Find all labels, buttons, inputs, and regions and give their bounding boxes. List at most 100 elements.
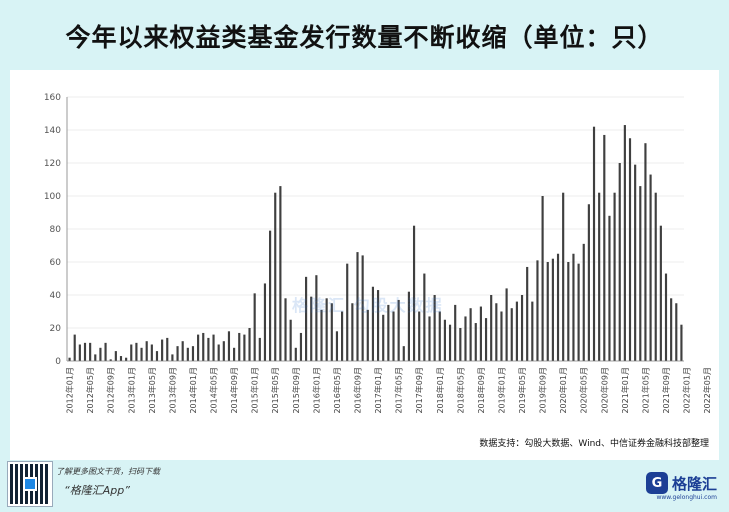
bar — [202, 332, 205, 361]
bar — [227, 331, 231, 361]
bar — [572, 253, 575, 361]
bar — [361, 255, 364, 361]
bar — [325, 298, 328, 361]
bar — [274, 192, 277, 361]
bar — [89, 342, 92, 361]
bar — [387, 304, 390, 361]
x-tick-label: 2013年01月 — [126, 367, 136, 414]
x-tick-label: 2015年05月 — [270, 367, 280, 414]
x-tick-label: 2016年01月 — [311, 367, 321, 414]
x-tick-label: 2012年05月 — [85, 367, 95, 414]
bar — [289, 319, 292, 361]
x-tick-label: 2018年09月 — [476, 367, 486, 414]
qr-code-icon[interactable] — [8, 462, 52, 506]
bar — [505, 288, 508, 361]
x-tick-label: 2019年05月 — [517, 367, 527, 414]
bar — [592, 126, 596, 361]
bar — [125, 357, 128, 361]
promo-text: 了解更多图文干货，扫码下载 — [56, 467, 160, 476]
x-tick-label: 2013年05月 — [147, 367, 157, 414]
bar — [546, 262, 549, 361]
x-tick-label: 2021年09月 — [661, 367, 671, 414]
bar — [376, 290, 380, 361]
bar — [423, 273, 426, 361]
bar — [68, 357, 71, 361]
bar — [459, 328, 462, 361]
bar — [335, 331, 339, 361]
bar — [634, 164, 637, 361]
bar — [140, 347, 143, 361]
x-tick-label: 2021年05月 — [640, 367, 650, 414]
bar — [608, 215, 611, 361]
x-tick-label: 2015年09月 — [291, 367, 301, 414]
bar — [670, 298, 673, 361]
bar — [191, 346, 195, 361]
bar — [618, 163, 621, 361]
bar — [680, 324, 683, 361]
bar — [567, 262, 570, 361]
x-tick-label: 2014年05月 — [209, 367, 219, 414]
bar — [382, 314, 385, 361]
bar — [253, 293, 256, 361]
x-tick-label: 2018年05月 — [455, 367, 465, 414]
bar — [654, 192, 657, 361]
bar — [233, 347, 236, 361]
bar — [130, 344, 133, 361]
bar — [171, 354, 174, 361]
bar — [135, 342, 138, 361]
x-tick-label: 2014年09月 — [229, 367, 239, 414]
bar — [551, 258, 554, 361]
chart-panel: 0 20 40 60 80 100 120 140 160 2012年01月 2012年05月 20… — [10, 70, 719, 460]
bar — [263, 283, 267, 361]
y-tick-label: 120 — [44, 159, 61, 169]
bar — [623, 125, 626, 361]
bar — [479, 306, 482, 361]
bar — [161, 339, 164, 361]
bar — [639, 186, 642, 361]
bar — [315, 275, 318, 361]
bar — [366, 309, 369, 361]
bar — [217, 344, 220, 361]
x-tick-label: 2012年09月 — [106, 367, 116, 414]
bar — [464, 316, 467, 361]
bar — [222, 341, 225, 361]
bar — [664, 273, 668, 361]
bar — [577, 263, 580, 361]
bar — [181, 341, 184, 361]
bar — [78, 344, 81, 361]
x-tick-label: 2022年01月 — [682, 367, 692, 414]
bar — [562, 192, 565, 361]
page-title: 今年以来权益类基金发行数量不断收缩（单位：只） — [65, 23, 664, 52]
x-tick-label: 2017年01月 — [373, 367, 383, 414]
x-tick-label: 2019年01月 — [496, 367, 506, 414]
bar — [279, 186, 282, 361]
bar — [99, 347, 102, 361]
bar — [454, 304, 457, 361]
x-tick-label: 2016年09月 — [353, 367, 363, 414]
bar — [407, 291, 410, 361]
axes — [66, 97, 684, 362]
bar — [515, 301, 518, 361]
bar — [448, 324, 452, 361]
bar — [104, 342, 107, 361]
x-tick-label: 2013年09月 — [167, 367, 177, 414]
bar — [418, 311, 421, 361]
bar — [649, 174, 652, 361]
bar — [248, 328, 251, 361]
bar — [541, 196, 544, 361]
bar — [613, 192, 616, 361]
brand-name: 格隆汇 — [671, 474, 717, 493]
bar — [83, 342, 87, 361]
bar — [356, 252, 359, 361]
promo-app-name: “格隆汇App” — [64, 484, 130, 497]
x-tick-label: 2015年01月 — [250, 367, 260, 414]
x-tick-label: 2020年01月 — [558, 367, 568, 414]
y-tick-label: 40 — [50, 291, 62, 301]
bar — [587, 204, 590, 361]
x-tick-label: 2022年05月 — [702, 367, 712, 414]
x-tick-label: 2017年05月 — [394, 367, 404, 414]
brand-logo[interactable]: G 格隆汇 www.gelonghui.com — [645, 470, 717, 501]
bar — [500, 311, 503, 361]
x-tick-label: 2014年01月 — [188, 367, 198, 414]
